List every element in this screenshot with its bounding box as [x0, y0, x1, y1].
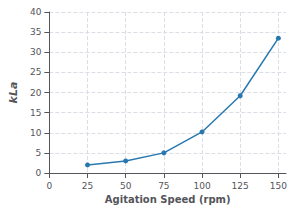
svg-text:0: 0	[46, 181, 52, 191]
svg-text:150: 150	[270, 181, 287, 191]
svg-text:Agitation Speed (rpm): Agitation Speed (rpm)	[105, 194, 231, 205]
svg-text:20: 20	[30, 88, 42, 98]
svg-text:30: 30	[30, 47, 42, 57]
svg-text:kLa: kLa	[7, 82, 20, 104]
svg-text:15: 15	[30, 108, 41, 118]
svg-text:100: 100	[193, 181, 210, 191]
svg-text:125: 125	[232, 181, 249, 191]
svg-text:5: 5	[36, 148, 42, 158]
svg-text:50: 50	[120, 181, 132, 191]
svg-text:10: 10	[30, 128, 42, 138]
svg-text:25: 25	[30, 67, 41, 77]
svg-text:0: 0	[36, 168, 42, 178]
svg-text:35: 35	[30, 27, 41, 37]
svg-text:40: 40	[30, 7, 42, 17]
svg-text:75: 75	[158, 181, 169, 191]
svg-text:25: 25	[82, 181, 93, 191]
